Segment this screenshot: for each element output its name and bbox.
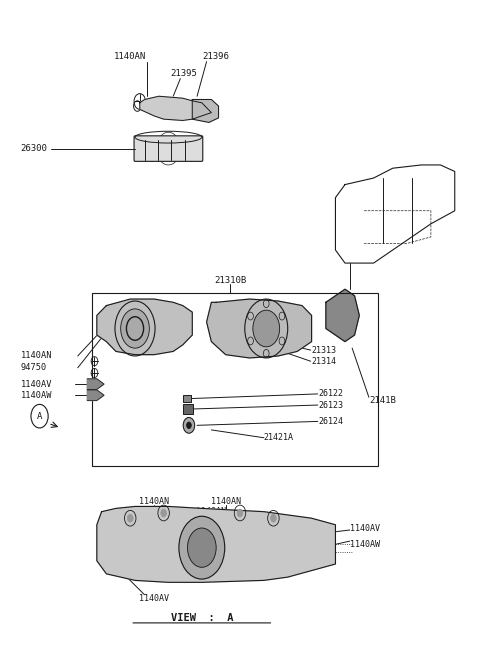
Text: 1140AN: 1140AN [125,507,155,516]
Circle shape [120,309,149,348]
Text: 1140AN: 1140AN [139,497,169,507]
Polygon shape [192,99,218,122]
Text: 21313: 21313 [312,346,336,355]
Circle shape [237,509,243,517]
Text: 26112C: 26112C [211,319,241,328]
Text: 21310B: 21310B [215,276,247,285]
Circle shape [183,417,195,433]
Text: 1140AN: 1140AN [211,497,240,507]
Polygon shape [97,507,336,582]
Text: 1140AW: 1140AW [21,391,52,399]
Polygon shape [140,97,211,120]
Text: 21421A: 21421A [264,433,294,442]
Polygon shape [206,299,312,358]
Text: A: A [37,412,42,420]
Circle shape [127,514,133,522]
Text: 26300: 26300 [21,144,48,153]
Circle shape [187,422,192,428]
Polygon shape [97,299,192,355]
Text: 26113C: 26113C [235,306,265,315]
Polygon shape [87,379,104,390]
Text: 1140AV: 1140AV [139,593,169,602]
Text: 26122: 26122 [319,390,344,398]
Bar [183,395,192,403]
Text: 1140AN: 1140AN [21,351,52,361]
Text: 21314: 21314 [312,357,336,366]
Polygon shape [87,390,104,401]
Circle shape [188,528,216,567]
Bar [183,405,193,413]
Text: 21395: 21395 [171,69,198,78]
Text: 1140AN: 1140AN [114,53,146,62]
Circle shape [179,516,225,579]
Text: 1140AW: 1140AW [350,540,380,549]
Text: 1140AN: 1140AN [196,507,227,516]
Polygon shape [326,289,360,342]
Text: 26123: 26123 [319,401,344,409]
Text: 94750: 94750 [21,363,47,373]
Text: 26124: 26124 [319,417,344,426]
Circle shape [161,509,167,517]
Circle shape [271,514,276,522]
Text: 21396: 21396 [202,53,228,62]
Circle shape [253,310,280,347]
Bar [92,292,378,466]
Text: VIEW  :  A: VIEW : A [170,614,233,623]
FancyBboxPatch shape [134,136,203,162]
Text: 1140AV: 1140AV [350,524,380,533]
Text: 1140AV: 1140AV [21,380,52,388]
Text: 2141B: 2141B [369,396,396,405]
